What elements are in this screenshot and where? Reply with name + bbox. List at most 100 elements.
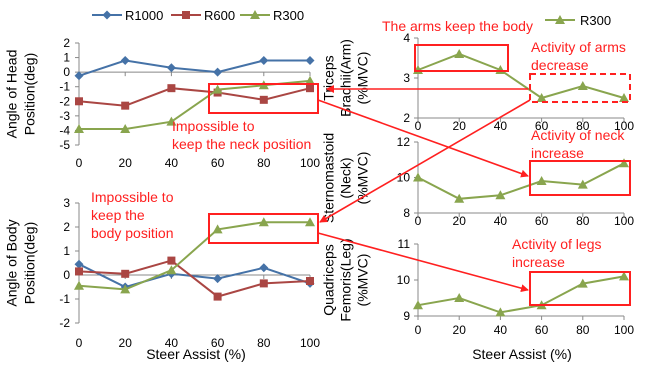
triangle-marker-icon — [495, 190, 506, 200]
triangle-marker-icon — [495, 307, 506, 317]
series-layer — [74, 217, 315, 301]
triangle-marker-icon — [74, 123, 84, 133]
y-tick-label: -5 — [59, 138, 70, 152]
diamond-marker-icon — [259, 263, 269, 273]
y-tick-label: 3 — [403, 71, 410, 85]
y-tick-label: 11 — [398, 237, 411, 251]
triangle-marker-icon — [619, 93, 629, 102]
series-line — [417, 52, 625, 100]
y-axis-title-line: Position(deg) — [22, 53, 38, 136]
x-tick-label: 40 — [494, 323, 508, 337]
square-marker-icon — [306, 84, 314, 93]
triangle-marker-icon — [305, 75, 315, 85]
y-tick-label: 2 — [63, 220, 70, 234]
triangle-marker-icon — [120, 123, 131, 133]
y-tick-label: -1 — [59, 292, 70, 306]
y-tick-label: -4 — [59, 123, 70, 137]
series-line — [78, 221, 310, 291]
y-tick-label: -2 — [59, 94, 70, 108]
triangle-marker-icon — [454, 293, 465, 302]
triangle-marker-icon — [120, 284, 131, 294]
annotation-body-impossible-line1: Impossible to — [91, 189, 174, 205]
chart-body-angle: -2 -1 0 1 2 3 0 20 40 60 80 100 Angle of Body Positi… — [4, 196, 321, 362]
triangle-marker-icon — [258, 217, 269, 227]
annotation-legs-increase-line1: Activity of legs — [512, 236, 601, 252]
square-marker-icon — [121, 269, 130, 278]
annotation-legs-increase-line2: increase — [512, 254, 565, 270]
series-r300 — [413, 158, 629, 203]
legend-right: R300 — [545, 13, 611, 28]
annotation-arms-decrease-line2: decrease — [531, 57, 589, 73]
series-layer — [413, 158, 629, 203]
square-marker-icon — [182, 11, 190, 19]
x-tick-label: 100 — [614, 119, 634, 133]
triangle-marker-icon — [305, 217, 315, 227]
x-tick-label: 40 — [494, 214, 508, 228]
annotation-neck-increase-line2: increase — [531, 145, 584, 161]
triangle-marker-icon — [577, 278, 588, 288]
series-layer — [413, 271, 629, 317]
square-marker-icon — [259, 95, 268, 104]
x-tick-label: 60 — [211, 156, 225, 170]
y-axis-title: Angle of Body Position(deg) — [4, 219, 38, 306]
x-tick-label: 40 — [165, 336, 179, 350]
triangle-marker-icon — [454, 193, 465, 203]
x-tick-label: 60 — [535, 119, 549, 133]
legend-left: R1000 R600 R300 — [92, 8, 304, 23]
triangle-marker-icon — [577, 81, 588, 90]
x-tick-label: 80 — [576, 119, 590, 133]
y-tick-label: 1 — [63, 51, 70, 65]
chart-quadriceps-activity: 9 10 11 0 20 40 60 80 100 Quadriceps Femoris(Leg)… — [321, 237, 635, 362]
annotation-neck-impossible-line2: keep the neck position — [172, 136, 311, 152]
square-marker-icon — [259, 279, 268, 288]
legend-label: R300 — [580, 13, 611, 28]
legend-item-r600: R600 — [171, 8, 235, 23]
square-marker-icon — [121, 101, 130, 110]
triangle-marker-icon — [413, 300, 423, 310]
triangle-marker-icon — [166, 265, 177, 275]
y-axis-title-line: Brachii(Arm) — [338, 39, 354, 117]
legend-item-r1000: R1000 — [92, 8, 163, 23]
series-line — [78, 87, 311, 107]
triangle-marker-icon — [212, 84, 223, 94]
triangle-marker-icon — [166, 116, 177, 126]
annotation-neck-impossible-line1: Impossible to — [172, 118, 255, 134]
triangle-marker-icon — [555, 15, 565, 24]
arrow-arms-to-body-position — [319, 99, 531, 223]
y-axis-title-line: (%MVC) — [355, 254, 371, 307]
axes: 9 10 11 0 20 40 60 80 100 — [397, 237, 635, 337]
x-tick-label: 60 — [535, 323, 549, 337]
annotation-arrows — [317, 85, 531, 293]
y-axis-title: Sternomastoid (Neck) (%MVC) — [321, 133, 371, 223]
y-axis-title: Triceps Brachii(Arm) (%MVC) — [321, 39, 371, 117]
y-tick-label: 2 — [63, 36, 70, 50]
x-tick-label: 20 — [119, 336, 133, 350]
series-r600 — [75, 256, 314, 301]
x-tick-label: 0 — [415, 119, 422, 133]
highlight-boxes — [208, 44, 631, 306]
chart-sternomastoid-activity: 8 10 12 0 20 40 60 80 100 Sternomastoid (Neck) (%M… — [321, 133, 635, 228]
annotation-arms-keep: The arms keep the body — [382, 18, 533, 34]
triangle-marker-icon — [619, 158, 629, 168]
series-layer — [413, 49, 629, 102]
neck-position-highlight-box — [208, 83, 319, 114]
y-tick-label: 10 — [397, 273, 411, 287]
x-tick-label: 0 — [415, 323, 422, 337]
diamond-marker-icon — [166, 63, 176, 73]
square-marker-icon — [167, 256, 176, 265]
y-tick-label: 0 — [63, 268, 70, 282]
y-axis-title-line: Position(deg) — [22, 222, 38, 305]
y-axis-title-line: (%MVC) — [355, 52, 371, 105]
arrow-neck-position-to-neck-activity — [317, 99, 529, 178]
x-tick-label: 20 — [119, 156, 133, 170]
series-line — [78, 59, 310, 77]
y-tick-label: 8 — [403, 206, 410, 220]
y-tick-label: 1 — [63, 244, 70, 258]
y-tick-label: -3 — [59, 109, 70, 123]
square-marker-icon — [167, 84, 176, 93]
square-marker-icon — [75, 97, 83, 106]
y-tick-label: 2 — [403, 111, 410, 125]
y-axis-title-line: Sternomastoid — [321, 133, 337, 223]
y-axis-title-line: Angle of Head — [4, 50, 20, 139]
